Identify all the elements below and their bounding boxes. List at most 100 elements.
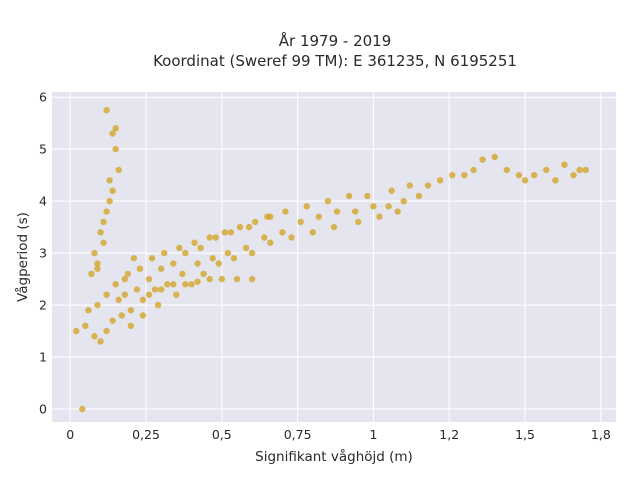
data-point [570,171,577,179]
data-point [79,405,86,413]
data-point [176,244,183,252]
x-tick-label: 1,5 [515,427,535,442]
data-point [370,203,377,210]
y-tick-label: 1 [39,350,47,365]
data-point [188,281,195,288]
data-point [82,322,89,330]
x-tick-label: 0,5 [212,427,232,442]
data-point [530,171,538,179]
scatter-points [73,106,589,413]
data-point [124,270,132,278]
data-point [109,130,116,137]
data-point [221,229,229,236]
data-point [582,166,589,174]
data-point [85,307,92,314]
data-point [406,182,414,189]
data-point [109,317,116,324]
data-point [91,333,98,340]
data-point [552,177,559,184]
data-point [352,208,359,215]
data-point [315,213,323,220]
data-point [115,166,122,174]
data-point [160,249,168,257]
data-point [170,260,177,267]
data-point [127,307,135,314]
x-tick-label: 0,75 [284,427,312,442]
data-point [94,260,101,267]
data-point [197,244,204,252]
x-tick-label: 1,8 [591,427,611,442]
data-point [242,244,250,252]
data-point [297,218,304,226]
chart-title-line-2: Koordinat (Sweref 99 TM): E 361235, N 61… [153,52,517,70]
data-point [355,218,362,226]
data-point [112,281,119,288]
x-tick-label: 0,25 [132,427,160,442]
data-point [157,286,165,293]
data-point [148,255,156,262]
data-point [145,291,153,298]
data-point [194,260,201,267]
x-tick-label: 1,2 [439,427,459,442]
data-point [112,145,119,153]
data-point [324,197,332,205]
y-axis-ticks: 0 1 2 3 4 5 6 [39,90,47,417]
y-tick-label: 0 [39,402,47,417]
data-point [330,223,338,231]
data-point [218,275,226,283]
data-point [491,153,498,161]
data-point [385,203,392,210]
data-point [103,291,110,298]
data-point [136,265,144,272]
data-point [109,187,116,194]
grid-lines [52,92,616,422]
data-point [388,187,395,194]
x-tick-label: 0 [66,427,74,442]
data-point [121,275,128,283]
data-point [179,270,186,278]
data-point [103,106,110,114]
data-point [206,234,213,241]
data-point [400,197,407,205]
data-point [236,223,244,231]
data-point [209,255,216,262]
data-point [333,208,341,215]
data-point [521,177,529,184]
data-point [470,166,477,174]
data-point [206,275,213,283]
data-point [515,171,523,179]
y-tick-label: 5 [39,142,47,157]
data-point [133,286,141,293]
y-tick-label: 6 [39,90,47,105]
y-tick-label: 4 [39,194,47,209]
data-point [151,286,159,293]
chart-title-line-1: År 1979 - 2019 [279,31,392,50]
data-point [73,327,80,335]
data-point [88,270,95,278]
data-point [233,275,241,283]
data-point [115,296,122,304]
data-point [261,234,268,241]
data-point [157,265,165,272]
data-point [288,234,295,241]
data-point [106,197,113,205]
data-point [164,281,171,288]
data-point [415,192,423,200]
data-point [127,322,135,330]
data-point [282,208,289,215]
data-point [100,239,107,246]
y-tick-label: 3 [39,246,47,261]
data-point [543,166,550,174]
data-point [345,192,353,200]
data-point [200,270,207,278]
data-point [461,171,468,179]
data-point [245,223,253,231]
data-point [194,278,201,285]
data-point [479,156,486,163]
data-point [97,338,104,345]
data-point [103,327,110,335]
data-point [106,177,113,184]
data-point [376,213,383,220]
data-point [267,239,274,246]
